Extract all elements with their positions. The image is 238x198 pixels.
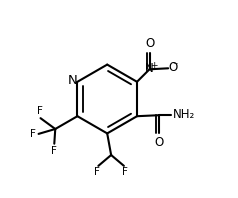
Text: F: F — [51, 146, 57, 156]
Text: N: N — [68, 74, 77, 87]
Text: F: F — [94, 168, 100, 177]
Text: O: O — [145, 37, 154, 50]
Text: NH₂: NH₂ — [172, 108, 195, 121]
Text: F: F — [37, 106, 42, 116]
Text: F: F — [30, 129, 36, 139]
Text: O: O — [154, 136, 163, 149]
Text: N: N — [145, 62, 154, 75]
Text: F: F — [122, 168, 128, 177]
Text: ⁻: ⁻ — [173, 61, 178, 71]
Text: O: O — [169, 61, 178, 74]
Text: +: + — [150, 61, 158, 70]
